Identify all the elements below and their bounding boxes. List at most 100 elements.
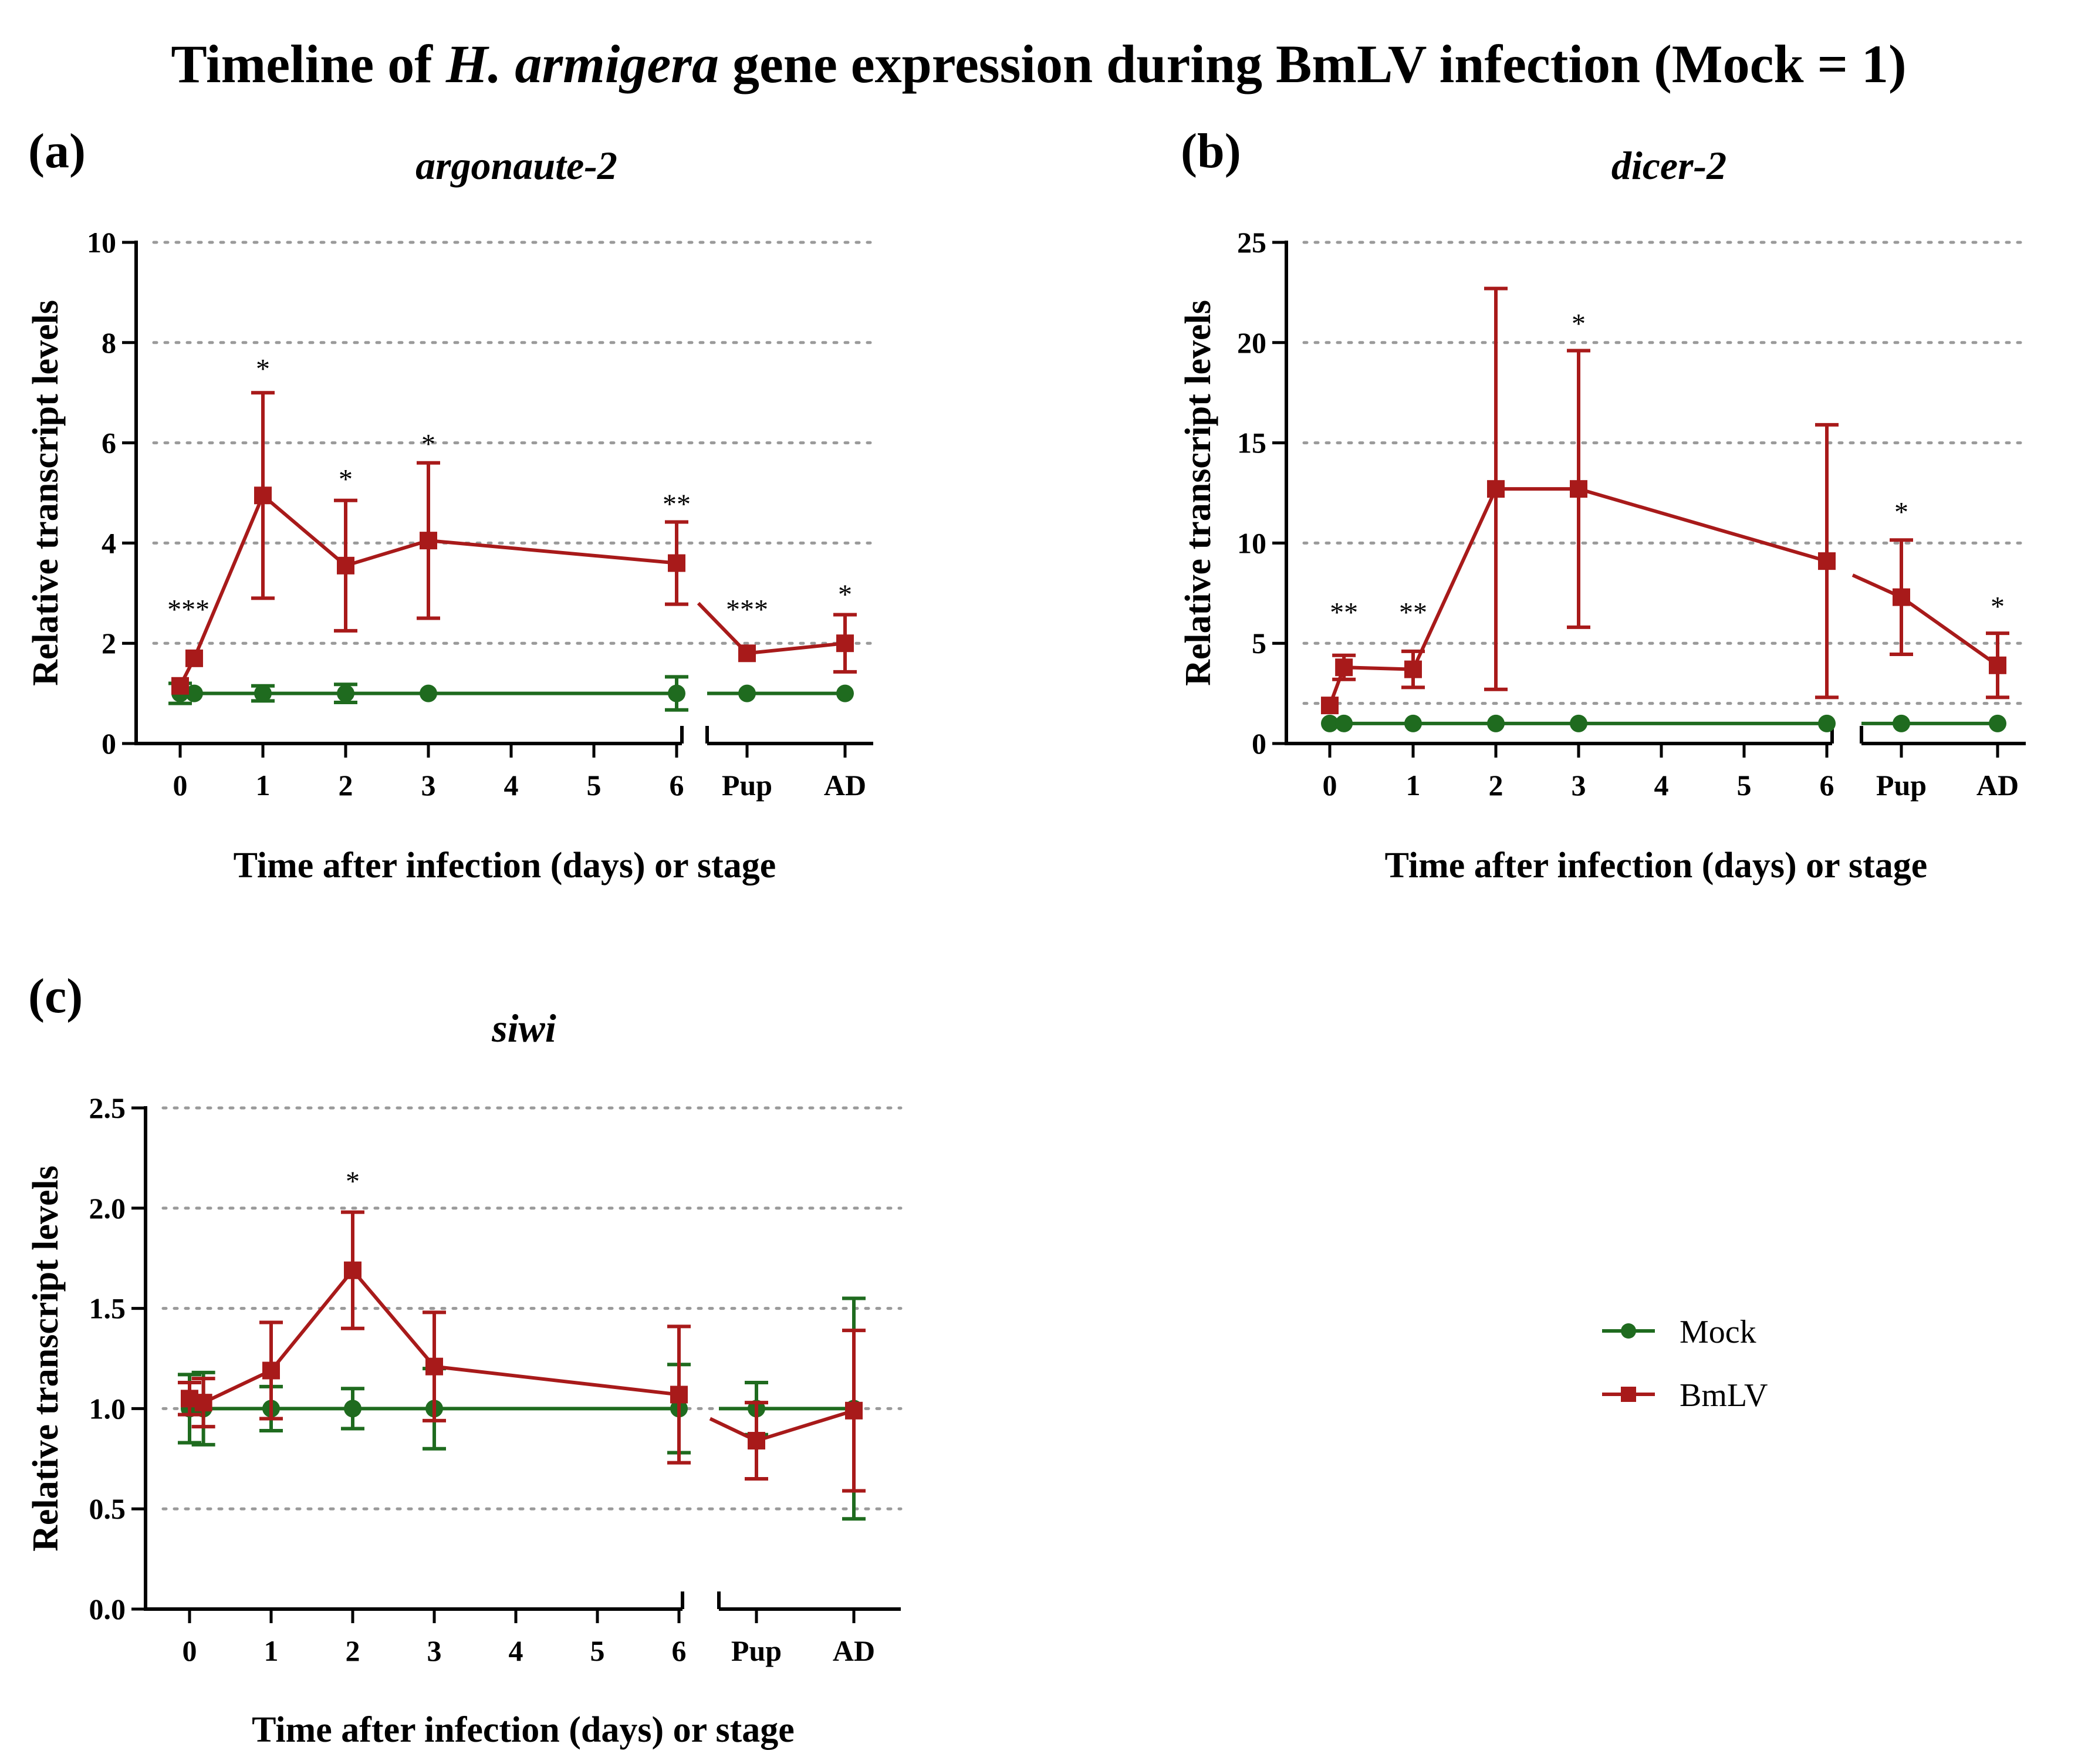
y-tick-label: 2.0	[89, 1192, 126, 1225]
x-tick-label: 4	[504, 769, 519, 802]
mock-point	[738, 684, 756, 702]
x-tick-label: 2	[339, 769, 353, 802]
y-tick-label: 20	[1237, 326, 1266, 359]
legend-bmlv-marker	[1621, 1387, 1636, 1402]
y-tick-label: 10	[87, 226, 116, 259]
bmlv-point	[1335, 658, 1353, 677]
x-tick-label: 4	[1654, 769, 1669, 802]
x-tick-label: 0	[183, 1634, 197, 1667]
x-tick-label: 1	[1406, 769, 1421, 802]
mock-point	[420, 684, 437, 702]
x-tick-label: Pup	[731, 1634, 782, 1667]
panel-title: siwi	[491, 1006, 556, 1050]
mock-point	[668, 684, 685, 702]
y-tick-label: 2	[102, 627, 116, 660]
y-tick-label: 0.0	[89, 1593, 126, 1626]
bmlv-point	[262, 1361, 280, 1380]
figure-title-species: H. armigera	[445, 34, 719, 94]
bmlv-stage-line	[1851, 573, 1999, 667]
bmlv-point	[171, 677, 189, 695]
x-tick-label: 6	[672, 1634, 687, 1667]
y-tick-label: 25	[1237, 226, 1266, 259]
legend-bmlv-label: BmLV	[1680, 1377, 1768, 1414]
panel-title: argonaute-2	[415, 143, 617, 188]
bmlv-point	[845, 1401, 863, 1420]
mock-point	[185, 684, 203, 702]
mock-point	[836, 684, 854, 702]
mock-point	[254, 684, 272, 702]
x-tick-label: AD	[833, 1634, 875, 1667]
panel-letter: (a)	[28, 124, 86, 178]
x-tick-label: 3	[421, 769, 436, 802]
bmlv-point	[425, 1357, 443, 1376]
mock-point	[337, 684, 354, 702]
mock-point	[1570, 714, 1587, 732]
mock-point	[1321, 714, 1339, 732]
x-tick-label: 0	[173, 769, 188, 802]
y-tick-label: 1.5	[89, 1292, 126, 1325]
significance-label: ***	[167, 594, 210, 625]
significance-label: *	[339, 464, 353, 495]
bmlv-point	[1404, 660, 1422, 678]
figure-title-suffix: gene expression during BmLV infection (M…	[719, 34, 1907, 94]
panel-letter: (b)	[1181, 124, 1241, 178]
x-axis-title: Time after infection (days) or stage	[234, 846, 776, 886]
bmlv-point	[836, 634, 854, 653]
panel-c-siwi: (c) siwi 0.0 0.5 1.0 1.5 2.0 2.5 Relative transc…	[26, 969, 903, 1750]
bmlv-point	[420, 532, 437, 550]
y-tick-label: 0	[1252, 727, 1266, 760]
x-tick-label: 3	[427, 1634, 442, 1667]
mock-point	[1989, 714, 2006, 732]
mock-point	[1487, 714, 1505, 732]
y-tick-label: 15	[1237, 427, 1266, 459]
y-tick-label: 1.0	[89, 1392, 126, 1425]
significance-label: **	[1399, 597, 1427, 628]
mock-point	[344, 1400, 361, 1418]
bmlv-point	[254, 486, 272, 505]
y-axis-title: Relative transcript levels	[1178, 300, 1218, 686]
panel-letter: (c)	[28, 969, 83, 1023]
bmlv-point	[1893, 588, 1910, 606]
x-tick-label: AD	[1976, 769, 2019, 802]
significance-label: **	[663, 489, 691, 520]
significance-label: *	[1991, 591, 2005, 622]
x-tick-label: 1	[264, 1634, 279, 1667]
y-tick-label: 4	[102, 526, 116, 559]
y-tick-label: 5	[1252, 627, 1266, 660]
significance-label: *	[346, 1166, 360, 1197]
legend-mock-label: Mock	[1680, 1314, 1756, 1350]
bmlv-point	[668, 554, 685, 572]
mock-point	[1335, 714, 1353, 732]
bmlv-point	[1989, 656, 2006, 674]
y-tick-label: 6	[102, 427, 116, 459]
bmlv-stage-line	[709, 1408, 854, 1443]
mock-point	[1818, 714, 1836, 732]
y-tick-label: 10	[1237, 526, 1266, 559]
mock-point	[1404, 714, 1422, 732]
legend-mock-marker	[1621, 1323, 1636, 1339]
y-tick-label: 8	[102, 326, 116, 359]
x-tick-label: 5	[590, 1634, 605, 1667]
bmlv-point	[344, 1261, 361, 1279]
x-tick-label: 5	[1737, 769, 1752, 802]
x-tick-label: 0	[1323, 769, 1337, 802]
x-tick-label: 6	[1820, 769, 1834, 802]
x-tick-label: Pup	[1876, 769, 1927, 802]
legend: Mock BmLV	[1602, 1314, 1768, 1414]
x-axis-title: Time after infection (days) or stage	[1385, 846, 1928, 886]
bmlv-point	[337, 556, 354, 575]
significance-label: *	[1894, 497, 1908, 528]
bmlv-point	[185, 649, 203, 667]
mock-point	[1893, 714, 1910, 732]
bmlv-point	[738, 644, 756, 663]
x-tick-label: 6	[670, 769, 684, 802]
bmlv-point	[1321, 697, 1339, 715]
panel-title: dicer-2	[1611, 143, 1726, 188]
x-tick-label: Pup	[722, 769, 772, 802]
significance-label: *	[421, 429, 435, 460]
x-tick-label: 4	[509, 1634, 523, 1667]
figure-title: Timeline of H. armigera gene expression …	[171, 34, 1906, 94]
significance-label: ***	[726, 594, 768, 625]
